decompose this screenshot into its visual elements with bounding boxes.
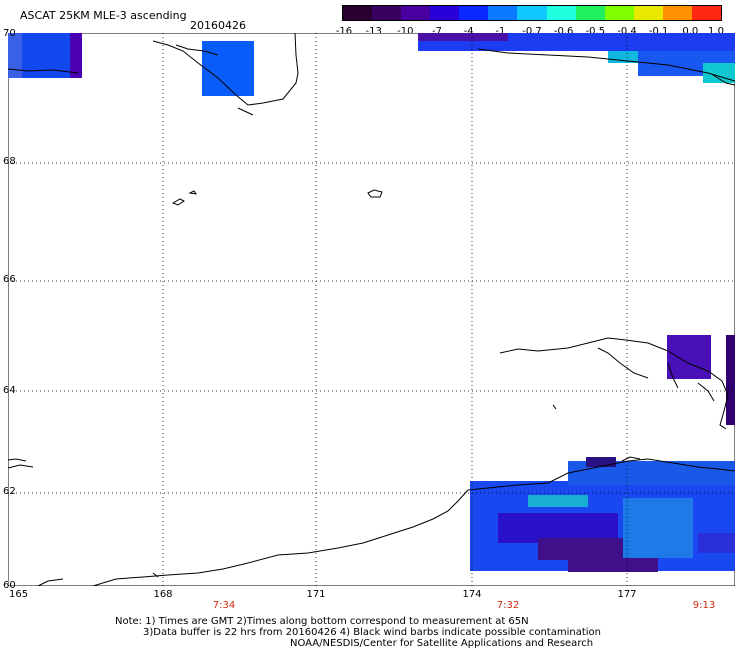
- time-label: 7:32: [496, 600, 520, 611]
- colorbar-label: -10: [397, 26, 414, 37]
- colorbar-label: 0.0: [682, 26, 699, 37]
- colorbar-label: -0.1: [648, 26, 669, 37]
- colorbar-label: 1.0: [708, 26, 724, 37]
- colorbar-label: -0.4: [617, 26, 637, 37]
- colorbar-segment: [430, 6, 460, 20]
- latitude-label: 68: [3, 156, 16, 167]
- latitude-label: 62: [3, 486, 16, 497]
- colorbar-segment: [343, 6, 373, 20]
- map-title: ASCAT 25KM MLE-3 ascending: [20, 9, 187, 22]
- colorbar-segment: [691, 6, 722, 20]
- longitude-label: 165: [9, 589, 29, 600]
- latitude-label: 60: [3, 580, 16, 591]
- longitude-label: 174: [462, 589, 482, 600]
- time-label: 9:13: [692, 600, 716, 611]
- coastlines: [8, 33, 735, 586]
- data-swaths: [8, 33, 735, 572]
- colorbar-label: -0.6: [553, 26, 574, 37]
- longitude-label: 177: [617, 589, 637, 600]
- colorbar-segment: [517, 6, 547, 20]
- colorbar-segment: [662, 6, 692, 20]
- colorbar-segment: [372, 6, 402, 20]
- latitude-label: 66: [3, 274, 16, 285]
- colorbar-label: -7: [432, 26, 442, 37]
- time-label: 7:34: [212, 600, 236, 611]
- colorbar-segment: [633, 6, 663, 20]
- footnote-line-1: Note: 1) Times are GMT 2)Times along bot…: [115, 616, 529, 627]
- colorbar-label: -0.5: [585, 26, 606, 37]
- colorbar-label: -4: [463, 26, 474, 37]
- colorbar: [342, 5, 722, 21]
- longitude-label: 171: [306, 589, 326, 600]
- colorbar-label: -1: [495, 26, 506, 37]
- colorbar-segment: [401, 6, 431, 20]
- colorbar-segment: [604, 6, 634, 20]
- map-area: [8, 33, 735, 586]
- graticule: [8, 33, 735, 586]
- footnote-credit: NOAA/NESDIS/Center for Satellite Applica…: [290, 638, 594, 649]
- colorbar-label: -13: [365, 26, 382, 37]
- colorbar-label: -0.7: [522, 26, 542, 37]
- colorbar-segment: [488, 6, 518, 20]
- footnote-line-2: 3)Data buffer is 22 hrs from 20160426 4)…: [143, 627, 601, 638]
- map-date: 20160426: [190, 19, 246, 32]
- latitude-label: 70: [3, 28, 16, 39]
- colorbar-segment: [459, 6, 489, 20]
- colorbar-segment: [546, 6, 576, 20]
- latitude-label: 64: [3, 385, 16, 396]
- colorbar-label: -16: [335, 26, 353, 37]
- longitude-label: 168: [153, 589, 173, 600]
- colorbar-segment: [575, 6, 605, 20]
